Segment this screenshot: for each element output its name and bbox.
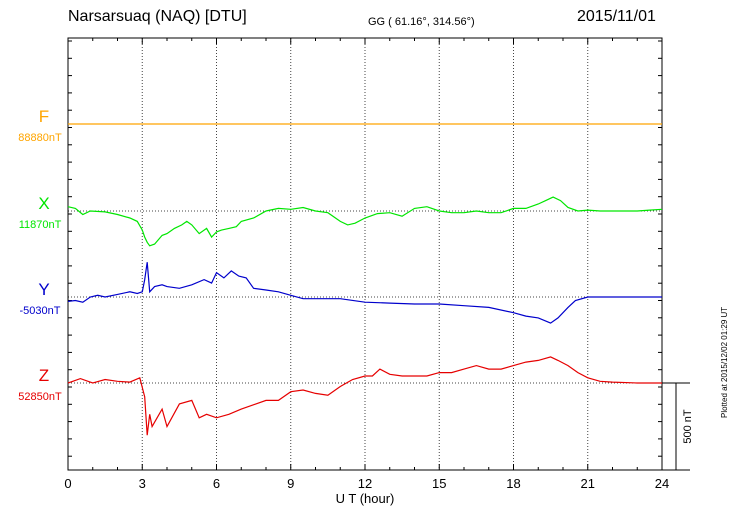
x-tick-label: 0	[64, 476, 71, 491]
chart-date: 2015/11/01	[577, 8, 656, 25]
series-y-line	[67, 262, 662, 324]
x-tick-label: 9	[287, 476, 294, 491]
x-tick-label: 21	[581, 476, 595, 491]
station-title: Narsarsuaq (NAQ) [DTU]	[68, 8, 247, 25]
x-tick-label: 24	[655, 476, 669, 491]
series-f-baseline-label: 88880nT	[18, 132, 62, 144]
series-y-label: Y	[38, 280, 49, 299]
series-x-label: X	[38, 194, 49, 213]
series-f-label: F	[39, 107, 49, 126]
station-coordinates: GG ( 61.16°, 314.56°)	[368, 16, 475, 28]
series-z-line	[67, 356, 662, 436]
plotted-timestamp: Plotted at 2015/12/02 01:29 UT	[720, 306, 729, 418]
series-z-baseline-label: 52850nT	[18, 391, 62, 403]
x-axis-label: U T (hour)	[336, 491, 395, 506]
x-tick-label: 18	[506, 476, 520, 491]
series-x-line	[67, 196, 663, 247]
x-tick-label: 6	[213, 476, 220, 491]
series-y-baseline-label: -5030nT	[20, 305, 61, 317]
scale-bar-label: 500 nT	[682, 409, 694, 444]
x-tick-label: 15	[432, 476, 446, 491]
x-tick-label: 12	[358, 476, 372, 491]
series-z-label: Z	[39, 366, 49, 385]
x-tick-label: 3	[139, 476, 146, 491]
series-x-baseline-label: 11870nT	[19, 219, 62, 231]
